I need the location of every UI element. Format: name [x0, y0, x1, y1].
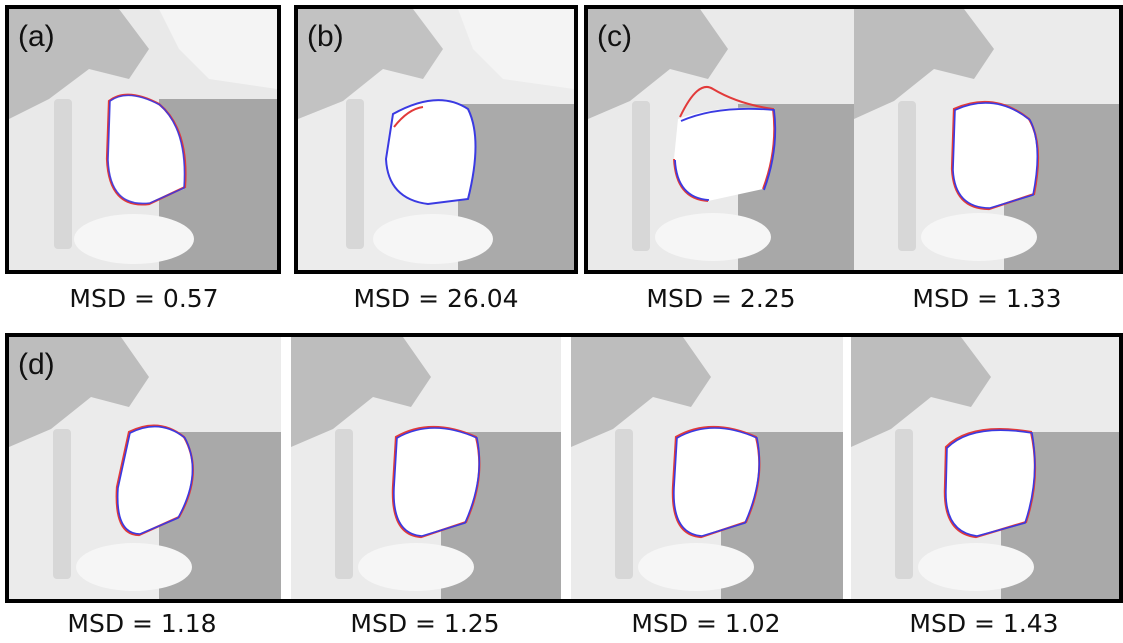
mri-image-d2 [291, 337, 561, 599]
contour-predicted-a [107, 94, 186, 205]
panel-label-d: (d) [18, 348, 55, 381]
panel-c-frame [584, 5, 1123, 274]
panel-label-c: (c) [597, 20, 632, 53]
caption-msd-d1: MSD = 1.18 [67, 609, 217, 638]
panel-b-frame [294, 5, 578, 274]
mri-slice-a [9, 9, 277, 270]
mri-image-a [9, 9, 277, 270]
mri-slice-c2 [854, 9, 1119, 270]
caption-msd-c1: MSD = 2.25 [646, 284, 796, 313]
caption-msd-b: MSD = 26.04 [353, 284, 519, 313]
contour-reference-b [393, 106, 424, 128]
contour-predicted-d4 [945, 429, 1036, 537]
mri-image-c2 [854, 9, 1119, 270]
mri-image-b [298, 9, 574, 270]
mri-slice-d4 [851, 337, 1119, 599]
mri-image-d1 [9, 337, 281, 599]
mri-image-d3 [571, 337, 843, 599]
mri-slice-c1 [588, 9, 854, 270]
panel-a-frame [5, 5, 281, 274]
contour-predicted-d3 [673, 427, 761, 537]
contour-predicted-d2 [393, 427, 481, 537]
contour-predicted-d1 [116, 425, 194, 535]
mri-slice-d2 [291, 337, 561, 599]
caption-msd-a: MSD = 0.57 [69, 284, 219, 313]
caption-msd-d2: MSD = 1.25 [350, 609, 500, 638]
contour-predicted-c1 [674, 107, 777, 201]
caption-msd-d4: MSD = 1.43 [909, 609, 1059, 638]
panel-label-b: (b) [307, 20, 344, 53]
mri-image-d4 [851, 337, 1119, 599]
contour-predicted-b [384, 99, 477, 206]
panel-label-a: (a) [18, 20, 55, 53]
caption-msd-c2: MSD = 1.33 [912, 284, 1062, 313]
contour-predicted-c2 [952, 102, 1039, 209]
mri-slice-d1 [9, 337, 281, 599]
caption-msd-d3: MSD = 1.02 [631, 609, 781, 638]
panel-d-frame [5, 333, 1123, 603]
mri-slice-d3 [571, 337, 843, 599]
mri-slice-b [298, 9, 574, 270]
mri-image-c1 [588, 9, 854, 270]
